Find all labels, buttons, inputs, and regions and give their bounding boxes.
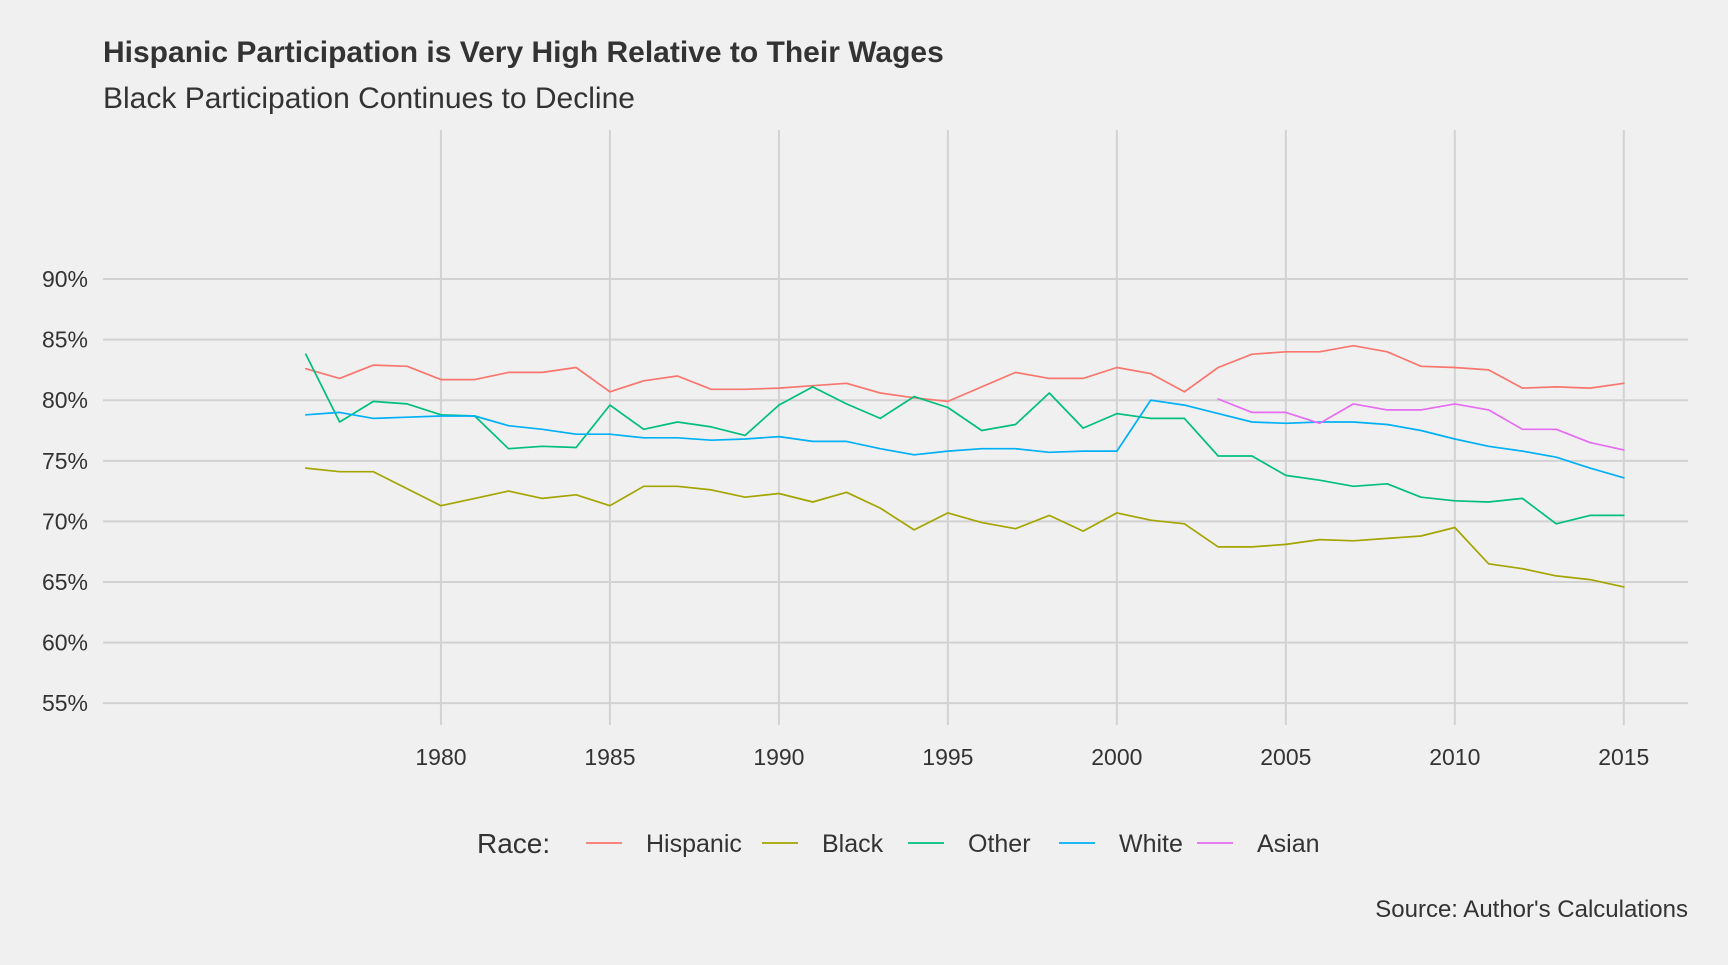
legend-label-hispanic: Hispanic xyxy=(646,830,742,858)
y-tick-label-60: 60% xyxy=(42,630,88,656)
series-line-black xyxy=(304,467,1625,588)
y-tick-label-70: 70% xyxy=(42,508,88,534)
chart-title: Hispanic Participation is Very High Rela… xyxy=(103,36,944,69)
x-tick-label-1980: 1980 xyxy=(415,744,466,770)
series-line-other xyxy=(304,353,1625,525)
x-tick-label-2015: 2015 xyxy=(1598,744,1649,770)
x-axis-tick-labels: 1980 1985 1990 1995 2000 2005 2010 2015 xyxy=(415,744,1649,770)
y-tick-label-65: 65% xyxy=(42,569,88,595)
legend-label-other: Other xyxy=(968,830,1031,858)
legend-label-black: Black xyxy=(822,830,884,858)
y-tick-label-75: 75% xyxy=(42,448,88,474)
x-tick-label-2005: 2005 xyxy=(1260,744,1311,770)
y-gridlines xyxy=(103,278,1688,705)
series-line-white xyxy=(304,399,1625,479)
chart-subtitle: Black Participation Continues to Decline xyxy=(103,82,635,115)
series-line-hispanic xyxy=(304,344,1625,403)
x-gridlines xyxy=(439,130,1625,725)
series-line-asian xyxy=(1217,398,1625,451)
x-tick-label-1995: 1995 xyxy=(922,744,973,770)
y-tick-label-85: 85% xyxy=(42,327,88,353)
series-lines xyxy=(304,344,1625,588)
legend-title: Race: xyxy=(477,828,550,859)
y-tick-label-80: 80% xyxy=(42,387,88,413)
x-tick-label-1985: 1985 xyxy=(584,744,635,770)
x-tick-label-2000: 2000 xyxy=(1091,744,1142,770)
y-tick-label-55: 55% xyxy=(42,690,88,716)
legend-label-white: White xyxy=(1119,830,1183,858)
y-axis-tick-labels: 55% 60% 65% 70% 75% 80% 85% 90% xyxy=(42,266,88,716)
x-tick-label-2010: 2010 xyxy=(1429,744,1480,770)
legend: Race: Hispanic Black Other White Asian xyxy=(477,828,1320,859)
chart-caption: Source: Author's Calculations xyxy=(1375,896,1688,923)
x-tick-label-1990: 1990 xyxy=(753,744,804,770)
legend-label-asian: Asian xyxy=(1257,830,1320,858)
y-tick-label-90: 90% xyxy=(42,266,88,292)
